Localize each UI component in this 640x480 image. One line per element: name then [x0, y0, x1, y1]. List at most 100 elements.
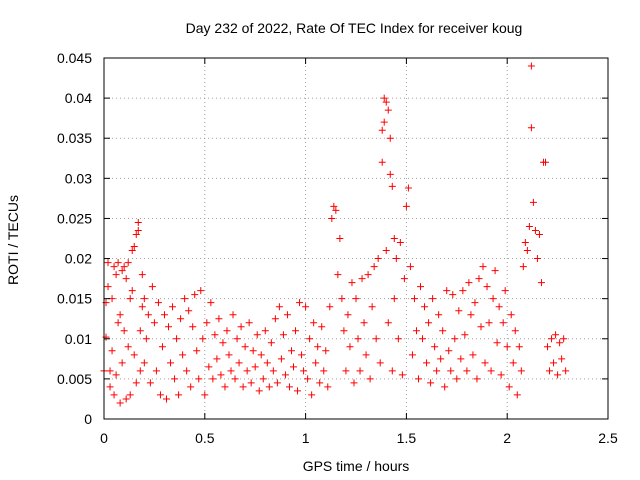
- data-point: [324, 383, 332, 391]
- data-point: [535, 230, 543, 238]
- data-point: [364, 271, 372, 279]
- data-point: [511, 327, 519, 335]
- y-tick-label: 0.04: [65, 90, 92, 106]
- data-point: [525, 222, 533, 230]
- data-point: [110, 391, 118, 399]
- data-point: [229, 311, 237, 319]
- data-point: [207, 299, 215, 307]
- data-point: [477, 323, 485, 331]
- data-point: [340, 327, 348, 335]
- data-point: [122, 395, 130, 403]
- data-point: [497, 371, 505, 379]
- data-point: [118, 267, 126, 275]
- data-point: [348, 279, 356, 287]
- data-point: [138, 271, 146, 279]
- data-point: [435, 311, 443, 319]
- x-tick-label: 0: [100, 430, 108, 446]
- data-point: [294, 387, 302, 395]
- data-point: [162, 395, 170, 403]
- data-point: [485, 319, 493, 327]
- data-point: [320, 367, 328, 375]
- data-points: [100, 62, 570, 407]
- data-point: [255, 387, 263, 395]
- data-point: [148, 283, 156, 291]
- data-point: [160, 311, 168, 319]
- data-point: [402, 202, 410, 210]
- data-point: [378, 126, 386, 134]
- x-tick-labels: 0 0.5 1 1.5 2 2.5: [100, 430, 618, 446]
- data-point: [366, 375, 374, 383]
- data-point: [136, 327, 144, 335]
- data-point: [346, 343, 354, 351]
- x-tick-label: 0.5: [195, 430, 215, 446]
- data-point: [362, 351, 370, 359]
- data-point: [537, 279, 545, 287]
- data-point: [302, 303, 310, 311]
- data-point: [292, 327, 300, 335]
- data-point: [354, 335, 362, 343]
- data-point: [469, 351, 477, 359]
- data-point: [183, 367, 191, 375]
- data-point: [287, 347, 295, 355]
- data-point: [136, 367, 144, 375]
- data-point: [531, 226, 539, 234]
- data-point: [310, 319, 318, 327]
- data-point: [126, 391, 134, 399]
- data-point: [352, 295, 360, 303]
- data-point: [487, 367, 495, 375]
- data-point: [384, 319, 392, 327]
- data-point: [239, 383, 247, 391]
- data-point: [515, 343, 523, 351]
- data-point: [529, 198, 537, 206]
- data-point: [283, 311, 291, 319]
- data-point: [394, 335, 402, 343]
- data-point: [433, 367, 441, 375]
- data-point: [519, 263, 527, 271]
- data-point: [475, 275, 483, 283]
- data-point: [267, 339, 275, 347]
- data-point: [169, 303, 177, 311]
- data-point: [175, 391, 183, 399]
- data-point: [465, 279, 473, 287]
- data-point: [300, 367, 308, 375]
- data-point: [382, 98, 390, 106]
- data-point: [285, 383, 293, 391]
- data-point: [380, 118, 388, 126]
- data-point: [546, 367, 554, 375]
- data-point: [388, 182, 396, 190]
- y-tick-label: 0.02: [65, 251, 92, 267]
- data-point: [213, 355, 221, 363]
- data-point: [279, 331, 287, 339]
- data-point: [560, 335, 568, 343]
- data-point: [332, 206, 340, 214]
- x-axis-label: GPS time / hours: [303, 458, 410, 474]
- data-point: [185, 307, 193, 315]
- data-point: [386, 134, 394, 142]
- data-point: [558, 355, 566, 363]
- data-point: [457, 355, 465, 363]
- data-point: [110, 263, 118, 271]
- data-point: [167, 359, 175, 367]
- data-point: [334, 271, 342, 279]
- data-point: [223, 327, 231, 335]
- data-point: [150, 319, 158, 327]
- data-point: [548, 335, 556, 343]
- data-point: [140, 359, 148, 367]
- data-point: [173, 335, 181, 343]
- data-point: [261, 327, 269, 335]
- data-point: [419, 335, 427, 343]
- data-point: [336, 235, 344, 242]
- data-point: [217, 371, 225, 379]
- data-point: [171, 375, 179, 383]
- data-point: [134, 226, 142, 234]
- data-point: [205, 363, 213, 371]
- data-point: [126, 295, 134, 303]
- data-point: [108, 347, 116, 355]
- data-point: [241, 343, 249, 351]
- data-point: [527, 124, 535, 132]
- data-point: [158, 343, 166, 351]
- data-point: [298, 351, 306, 359]
- data-point: [360, 319, 368, 327]
- data-point: [523, 247, 531, 255]
